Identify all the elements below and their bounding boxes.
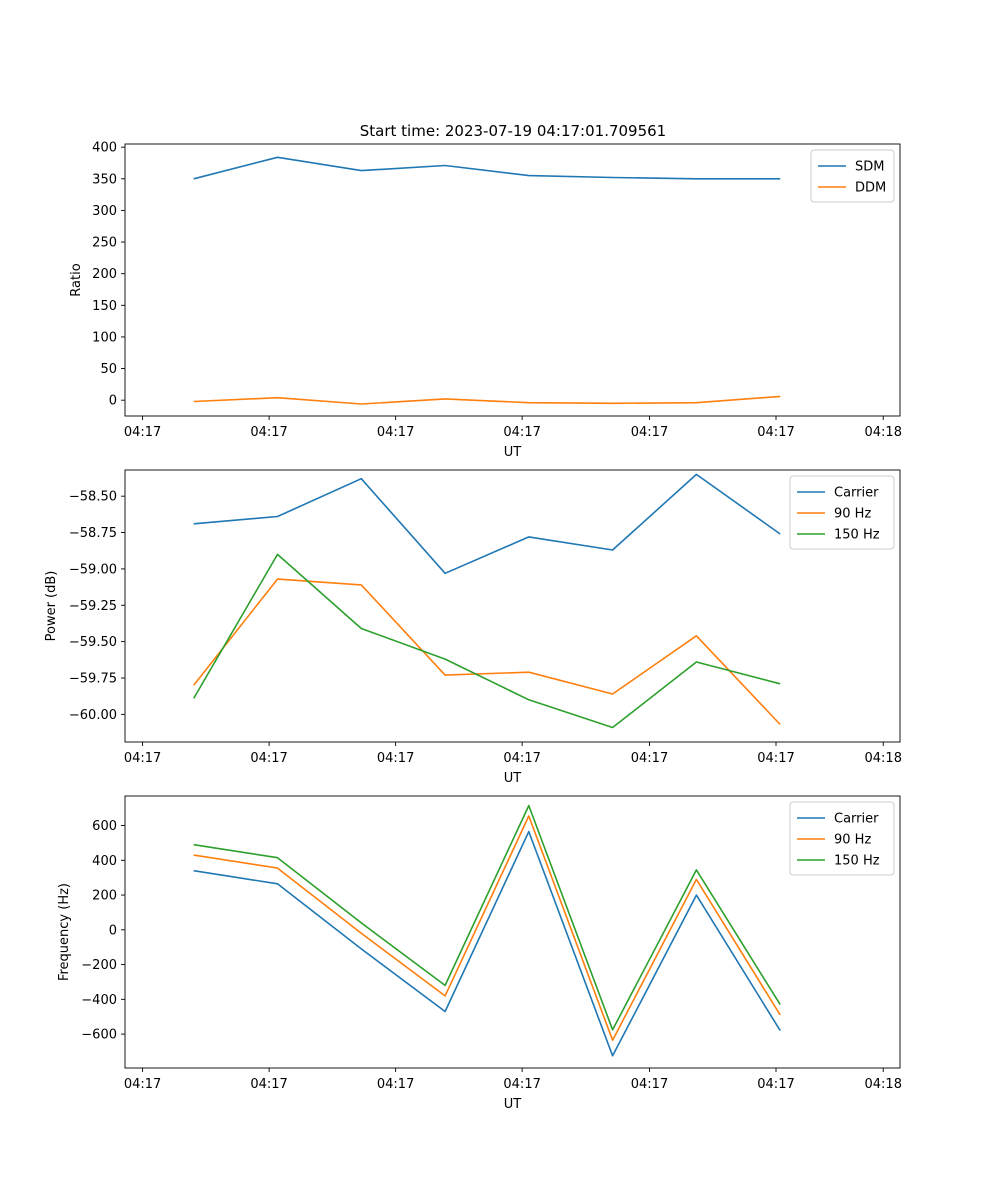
legend: Carrier 90 Hz 150 Hz <box>789 801 895 876</box>
legend-label: 90 Hz <box>834 507 871 522</box>
series-line-90-hz <box>193 578 781 726</box>
series-line-ddm <box>193 395 781 405</box>
series-line-150-hz <box>193 553 781 729</box>
y-tick-label: 50 <box>100 362 117 377</box>
legend-label: SDM <box>855 160 884 175</box>
y-tick-label: 300 <box>92 204 117 219</box>
series-line-150-hz <box>193 804 781 1031</box>
series-line-sdm <box>193 156 781 180</box>
y-tick-label: 400 <box>92 854 117 869</box>
chart-panel-1: 04:17 04:17 04:17 04:17 04:17 04:17 04:18 0 50 10… <box>69 141 902 460</box>
y-tick-label: −400 <box>81 993 117 1008</box>
y-tick-label: 600 <box>92 819 117 834</box>
x-tick-label: 04:17 <box>250 1077 287 1092</box>
x-tick-label: 04:17 <box>124 751 161 766</box>
x-tick-label: 04:17 <box>757 425 794 440</box>
y-tick-label: −600 <box>81 1028 117 1043</box>
legend-box <box>810 149 895 203</box>
chart-panel-2: 04:17 04:17 04:17 04:17 04:17 04:17 04:18 −60.0… <box>44 469 902 786</box>
x-axis-label: UT <box>504 771 522 786</box>
y-tick-label: −59.25 <box>69 599 117 614</box>
axes-frame <box>124 795 901 1069</box>
y-axis-label: Power (dB) <box>44 571 59 642</box>
x-tick-label: 04:17 <box>631 425 668 440</box>
x-tick-label: 04:17 <box>631 751 668 766</box>
x-tick-label: 04:18 <box>865 1077 902 1092</box>
series-line-carrier <box>193 473 781 575</box>
y-tick-label: −59.75 <box>69 672 117 687</box>
x-axis-label: UT <box>504 1097 522 1112</box>
y-tick-label: 0 <box>109 394 117 409</box>
x-tick-label: 04:17 <box>757 751 794 766</box>
x-tick-label: 04:17 <box>250 425 287 440</box>
y-tick-label: 200 <box>92 267 117 282</box>
x-tick-label: 04:17 <box>503 1077 540 1092</box>
y-tick-label: −59.50 <box>69 635 117 650</box>
legend: Carrier 90 Hz 150 Hz <box>789 475 895 550</box>
x-tick-label: 04:17 <box>503 751 540 766</box>
legend-box <box>789 801 895 876</box>
chart-panel-3: 04:17 04:17 04:17 04:17 04:17 04:17 04:18 −600 −… <box>57 795 902 1112</box>
y-tick-label: 350 <box>92 172 117 187</box>
x-tick-label: 04:17 <box>124 1077 161 1092</box>
series-line-carrier <box>193 830 781 1057</box>
x-tick-label: 04:17 <box>377 751 414 766</box>
y-axis-label: Ratio <box>69 263 84 296</box>
legend-box <box>789 475 895 550</box>
y-tick-label: −60.00 <box>69 708 117 723</box>
legend-label: Carrier <box>834 486 879 501</box>
y-tick-label: −58.50 <box>69 490 117 505</box>
x-tick-label: 04:17 <box>377 1077 414 1092</box>
x-tick-label: 04:17 <box>377 425 414 440</box>
legend-label: 90 Hz <box>834 833 871 848</box>
legend-label: Carrier <box>834 812 879 827</box>
y-tick-label: 150 <box>92 299 117 314</box>
y-tick-label: 200 <box>92 889 117 904</box>
legend-label: 150 Hz <box>834 528 880 543</box>
x-tick-label: 04:17 <box>631 1077 668 1092</box>
x-tick-label: 04:18 <box>865 751 902 766</box>
axes-frame <box>124 143 901 417</box>
panels: 04:17 04:17 04:17 04:17 04:17 04:17 04:18 0 50 10… <box>44 141 902 1112</box>
series-line-90-hz <box>193 815 781 1041</box>
x-tick-label: 04:17 <box>124 425 161 440</box>
x-tick-label: 04:17 <box>250 751 287 766</box>
x-tick-label: 04:17 <box>503 425 540 440</box>
y-tick-label: 250 <box>92 236 117 251</box>
legend: SDM DDM <box>810 149 895 203</box>
x-axis-label: UT <box>504 445 522 460</box>
x-tick-label: 04:18 <box>865 425 902 440</box>
y-tick-label: −58.75 <box>69 526 117 541</box>
y-tick-label: −200 <box>81 958 117 973</box>
y-tick-label: 400 <box>92 141 117 156</box>
legend-label: DDM <box>855 181 886 196</box>
x-tick-label: 04:17 <box>757 1077 794 1092</box>
chart-title: Start time: 2023-07-19 04:17:01.709561 <box>360 122 666 140</box>
y-axis-label: Frequency (Hz) <box>57 883 72 981</box>
y-tick-label: −59.00 <box>69 562 117 577</box>
legend-label: 150 Hz <box>834 854 880 869</box>
axes-frame <box>124 469 901 743</box>
y-tick-label: 100 <box>92 330 117 345</box>
y-tick-label: 0 <box>109 923 117 938</box>
